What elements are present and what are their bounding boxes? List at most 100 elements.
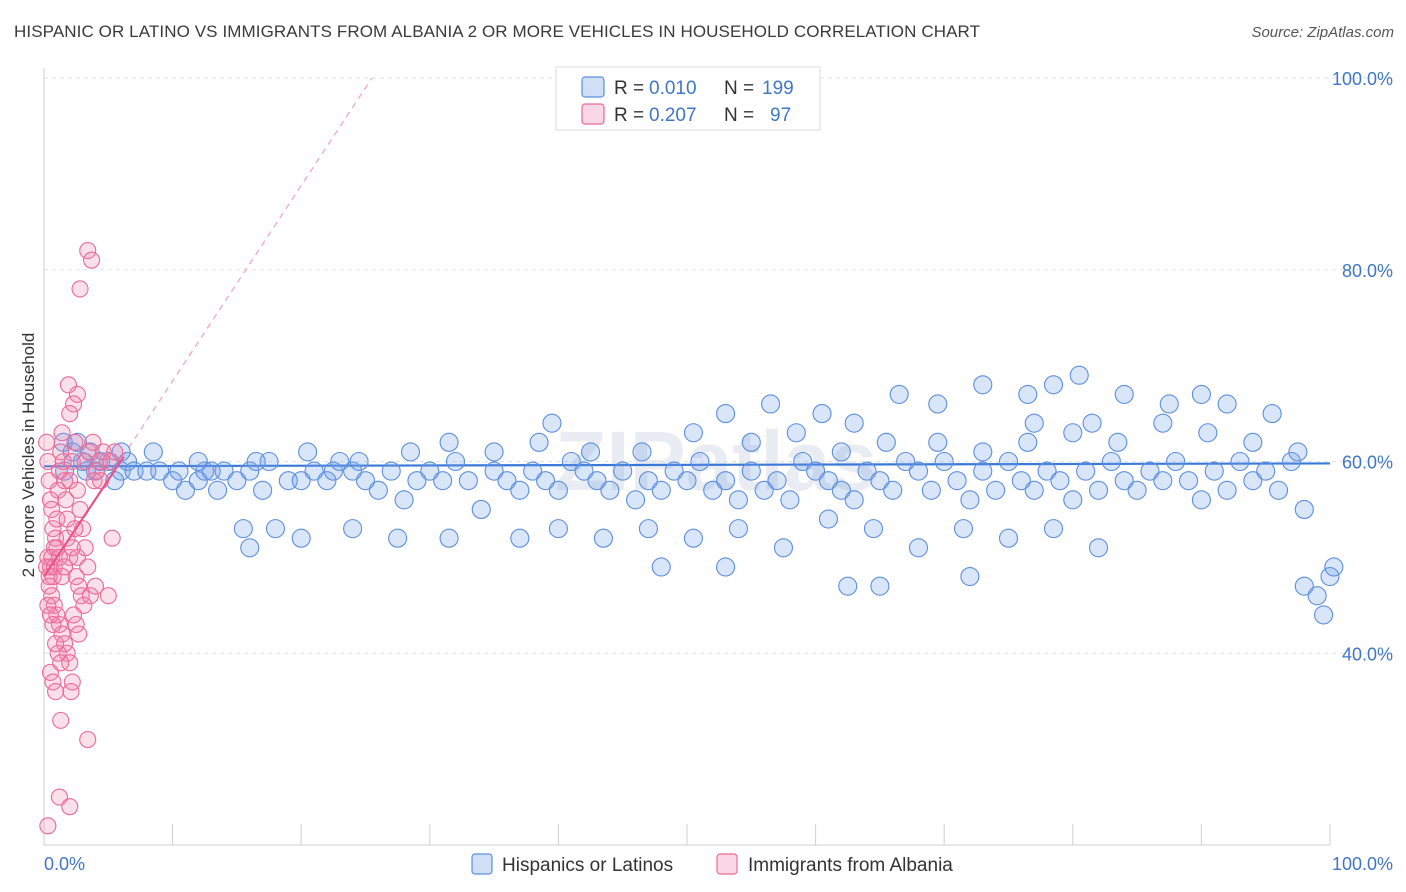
- data-point-hispanics: [1281, 451, 1301, 472]
- data-point-hispanics: [1294, 499, 1314, 519]
- data-point-hispanics: [484, 461, 504, 481]
- y-tick-label: 60.0%: [1342, 453, 1393, 473]
- data-point-hispanics: [1324, 557, 1344, 577]
- data-point-albania: [44, 520, 62, 538]
- data-point-hispanics: [349, 451, 369, 472]
- legend-n-label-2: N =: [724, 105, 754, 126]
- data-point-hispanics: [535, 471, 556, 491]
- data-point-hispanics: [638, 471, 658, 491]
- data-point-hispanics: [600, 480, 620, 500]
- data-point-albania: [92, 472, 110, 490]
- data-point-albania: [47, 683, 65, 701]
- data-point-hispanics: [420, 461, 440, 481]
- data-point-hispanics: [1114, 384, 1134, 404]
- data-point-hispanics: [1269, 480, 1289, 500]
- data-point-albania: [63, 673, 81, 691]
- data-point-albania: [63, 452, 81, 471]
- data-point-hispanics: [1108, 432, 1128, 452]
- data-point-hispanics: [728, 519, 748, 539]
- data-point-albania: [65, 606, 83, 624]
- data-point-hispanics: [1243, 471, 1263, 491]
- data-point-albania: [53, 567, 71, 586]
- data-point-hispanics: [1043, 519, 1064, 539]
- data-point-hispanics: [703, 480, 723, 500]
- data-point-hispanics: [1024, 413, 1044, 433]
- data-point-hispanics: [1153, 413, 1173, 433]
- data-point-hispanics: [780, 490, 800, 510]
- data-point-hispanics: [343, 519, 363, 539]
- y-tick-label: 80.0%: [1342, 261, 1393, 281]
- data-point-hispanics: [683, 528, 703, 548]
- data-point-albania: [81, 587, 99, 605]
- data-point-hispanics: [1076, 461, 1096, 481]
- data-point-hispanics: [883, 480, 903, 500]
- data-point-albania: [47, 635, 65, 653]
- data-point-hispanics: [188, 471, 208, 491]
- y-tick-label: 100.0%: [1332, 69, 1393, 89]
- data-point-albania: [53, 424, 71, 442]
- data-point-albania: [49, 644, 67, 662]
- legend-n-label-1: N =: [724, 78, 754, 99]
- data-point-albania: [102, 452, 120, 471]
- data-point-albania: [52, 711, 70, 729]
- data-point-hispanics: [908, 461, 929, 481]
- data-point-hispanics: [960, 566, 980, 587]
- data-point-hispanics: [484, 442, 504, 462]
- data-point-hispanics: [818, 509, 839, 529]
- data-point-hispanics: [844, 413, 864, 433]
- data-point-hispanics: [1159, 394, 1179, 414]
- data-point-albania: [68, 548, 86, 566]
- data-point-hispanics: [1018, 432, 1038, 452]
- data-point-hispanics: [394, 490, 414, 510]
- data-point-hispanics: [523, 461, 543, 481]
- data-point-hispanics: [1082, 413, 1102, 433]
- data-point-albania: [56, 635, 74, 653]
- data-point-hispanics: [368, 480, 388, 500]
- data-point-hispanics: [876, 432, 896, 452]
- data-point-hispanics: [233, 519, 253, 539]
- legend-r-label-2: R =: [614, 105, 644, 126]
- data-point-hispanics: [632, 442, 652, 462]
- legend-swatch-pink: [581, 103, 605, 125]
- data-point-hispanics: [741, 461, 761, 481]
- data-point-hispanics: [626, 490, 646, 510]
- data-point-hispanics: [497, 471, 517, 491]
- data-point-albania: [76, 452, 94, 471]
- data-point-hispanics: [683, 423, 703, 443]
- data-point-albania: [43, 500, 61, 518]
- data-point-hispanics: [1037, 461, 1057, 481]
- data-point-hispanics: [786, 423, 806, 443]
- data-point-hispanics: [400, 442, 421, 462]
- data-point-albania: [40, 577, 58, 595]
- data-point-hispanics: [253, 480, 273, 500]
- data-point-hispanics: [716, 471, 736, 491]
- data-point-hispanics: [651, 480, 671, 500]
- legend-n-value-2: 97: [770, 105, 791, 126]
- data-point-hispanics: [175, 480, 196, 500]
- data-point-hispanics: [973, 461, 993, 481]
- data-point-hispanics: [857, 461, 877, 481]
- data-point-hispanics: [870, 576, 890, 596]
- data-point-hispanics: [812, 404, 832, 424]
- data-point-albania: [90, 452, 108, 471]
- data-point-albania: [57, 491, 75, 509]
- data-point-hispanics: [1198, 423, 1218, 443]
- data-point-hispanics: [246, 451, 266, 472]
- data-point-hispanics: [548, 480, 568, 500]
- data-point-hispanics: [343, 461, 363, 481]
- data-point-hispanics: [638, 519, 658, 539]
- data-point-hispanics: [291, 471, 311, 491]
- trend-line-albania: [43, 456, 125, 578]
- data-point-albania: [39, 596, 57, 614]
- data-point-hispanics: [542, 413, 562, 433]
- data-point-hispanics: [1088, 480, 1109, 500]
- x-tick-label: 100.0%: [1332, 854, 1393, 874]
- data-point-albania: [61, 798, 79, 816]
- data-point-albania: [106, 443, 124, 461]
- data-point-hispanics: [1217, 480, 1237, 500]
- data-point-hispanics: [1314, 605, 1334, 625]
- data-point-albania: [68, 385, 86, 403]
- data-point-hispanics: [150, 461, 170, 481]
- data-point-albania: [43, 587, 61, 605]
- data-point-hispanics: [1050, 471, 1070, 491]
